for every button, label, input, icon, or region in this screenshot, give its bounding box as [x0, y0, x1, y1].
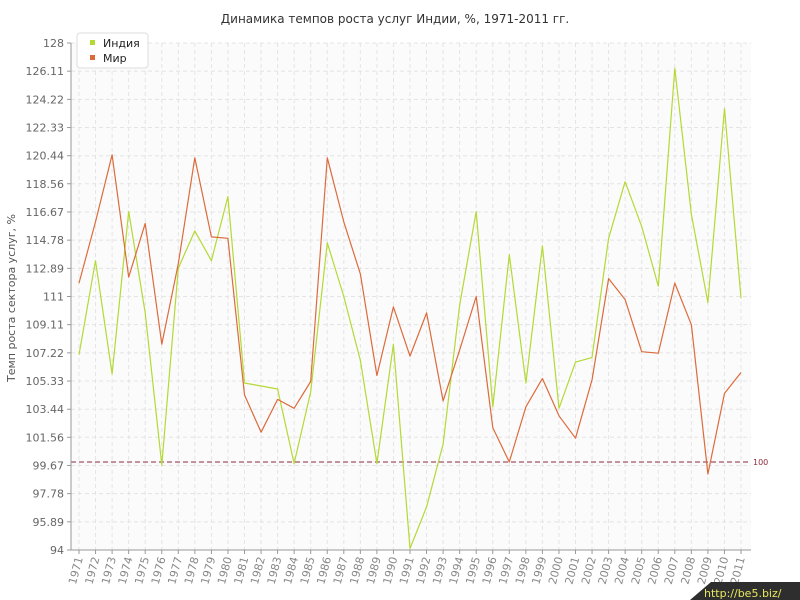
series-group — [78, 67, 742, 550]
legend-swatch-world — [90, 55, 95, 60]
x-tick-label: 2011 — [728, 555, 748, 585]
y-tick-label: 124.22 — [26, 93, 65, 106]
legend[interactable]: Индия Мир — [76, 32, 149, 69]
chart-title: Динамика темпов роста услуг Индии, %, 19… — [221, 12, 569, 26]
reference-line-group: 100 — [71, 458, 768, 467]
y-tick-label: 118.56 — [26, 178, 65, 191]
y-tick-label: 97.78 — [33, 488, 65, 501]
y-tick-label: 109.11 — [26, 319, 65, 332]
watermark[interactable]: http://be5.biz/ — [690, 582, 800, 600]
y-tick-label: 122.33 — [26, 122, 65, 135]
y-tick-label: 94 — [50, 544, 64, 557]
y-tick-label: 120.44 — [26, 150, 65, 163]
legend-label-india[interactable]: Индия — [103, 37, 140, 50]
series-line-world — [78, 154, 742, 475]
y-tick-label: 99.67 — [33, 459, 65, 472]
y-axis: 94 95.89 97.78 99.67 101.56 103.44 105.33 107.2… — [26, 37, 72, 557]
y-tick-label: 95.89 — [33, 516, 65, 529]
y-tick-label: 128 — [43, 37, 64, 50]
y-tick-label: 112.89 — [26, 262, 65, 275]
x-axis: 1971197219731974197519761977197819791980… — [66, 549, 751, 586]
reference-line-label: 100 — [753, 458, 768, 467]
legend-label-world[interactable]: Мир — [103, 52, 127, 65]
series-line-india — [78, 67, 742, 550]
legend-swatch-india — [90, 40, 95, 45]
y-tick-label: 111 — [43, 291, 64, 304]
watermark-text[interactable]: http://be5.biz/ — [704, 587, 782, 600]
y-axis-label: Темп роста сектора услуг, % — [5, 214, 18, 383]
watermark-background — [690, 582, 800, 600]
y-tick-label: 114.78 — [26, 234, 65, 247]
y-tick-label: 101.56 — [26, 431, 65, 444]
y-tick-label: 107.22 — [26, 347, 65, 360]
y-tick-label: 103.44 — [26, 403, 65, 416]
y-tick-label: 105.33 — [26, 375, 65, 388]
grid — [71, 42, 751, 551]
y-tick-label: 126.11 — [26, 65, 65, 78]
y-tick-label: 116.67 — [26, 206, 65, 219]
